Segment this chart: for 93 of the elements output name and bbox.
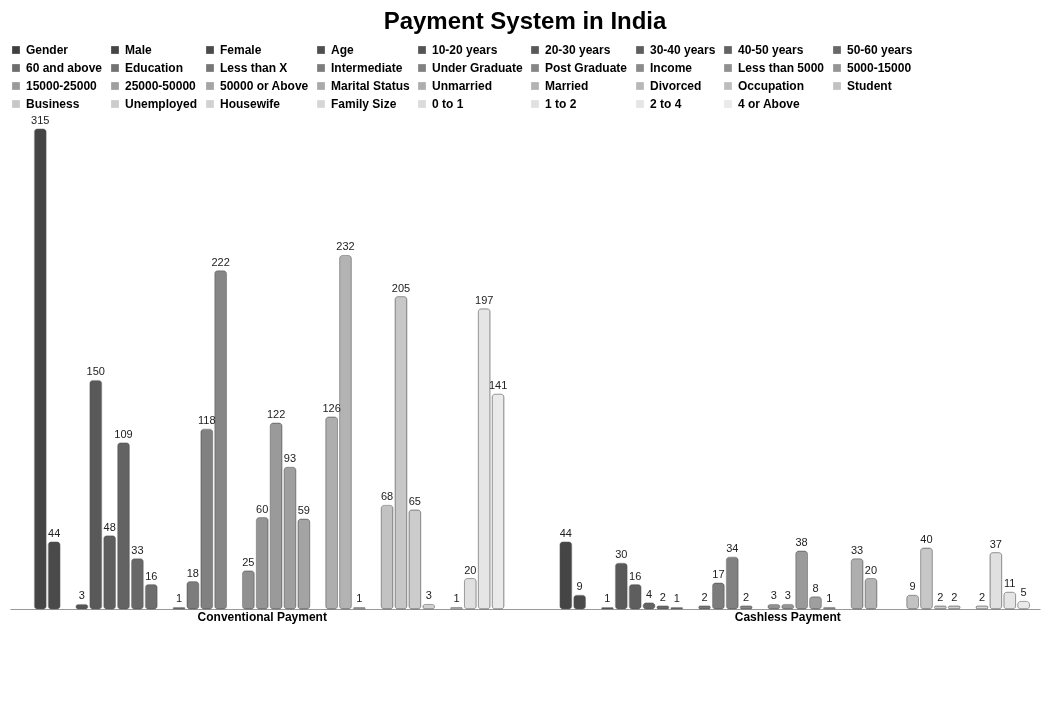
data-label: 68 [380, 490, 394, 503]
data-label: 1 [673, 592, 680, 605]
data-label: 118 [197, 414, 216, 427]
legend-label: Education [125, 61, 184, 75]
data-label: 33 [850, 543, 864, 556]
legend-label: 4 or Above [738, 97, 800, 111]
data-label: 232 [336, 240, 355, 253]
data-label: 222 [211, 255, 230, 268]
legend-label: 10-20 years [432, 43, 498, 57]
data-label: 5 [1020, 586, 1027, 599]
data-label: 17 [712, 568, 725, 581]
data-label: 38 [795, 536, 808, 549]
data-label: 2 [978, 590, 986, 603]
data-label: 20 [464, 563, 477, 576]
legend-label: 1 to 2 [545, 97, 577, 111]
data-label: 197 [475, 293, 494, 306]
legend-label: Business [26, 97, 80, 111]
legend-label: 20-30 years [545, 43, 611, 57]
data-label: 60 [256, 502, 269, 515]
data-label: 34 [726, 542, 739, 555]
data-label: 1 [826, 592, 833, 605]
legend-label: Male [125, 43, 152, 57]
legend-label: 5000-15000 [847, 61, 912, 75]
data-label: 126 [322, 402, 341, 414]
data-label: 1 [356, 592, 363, 605]
legend-label: Housewife [220, 97, 281, 111]
legend-label: Married [545, 79, 589, 93]
legend-label: 50-60 years [847, 43, 913, 57]
x-tick-label: Cashless Payment [734, 609, 841, 624]
data-label: 315 [31, 114, 50, 126]
legend-label: Gender [26, 43, 69, 57]
legend-label: Student [847, 79, 892, 93]
legend-label: Divorced [650, 79, 702, 93]
data-label: 122 [266, 408, 286, 421]
legend-label: 25000-50000 [125, 79, 197, 93]
data-label: 8 [812, 581, 819, 594]
data-label: 37 [989, 537, 1002, 550]
legend-label: Occupation [738, 79, 805, 93]
data-label: 16 [629, 569, 642, 582]
data-label: 3 [78, 589, 85, 602]
data-label: 93 [283, 452, 297, 465]
data-label: 2 [937, 590, 944, 603]
data-label: 25 [242, 555, 255, 568]
legend-label: Less than X [220, 61, 288, 75]
legend-label: Intermediate [331, 61, 403, 75]
legend-label: 50000 or Above [220, 79, 309, 93]
legend-label: 60 and above [26, 61, 103, 75]
data-label: 59 [297, 504, 310, 517]
data-label: 20 [864, 563, 878, 576]
legend-label: Family Size [331, 97, 397, 111]
data-label: 48 [103, 520, 116, 533]
data-label: 2 [659, 590, 666, 603]
data-label: 9 [909, 580, 916, 593]
data-label: 4 [645, 587, 653, 600]
data-label: 3 [425, 589, 432, 602]
data-label: 3 [784, 589, 791, 602]
data-label: 205 [391, 281, 411, 294]
legend-label: 0 to 1 [432, 97, 464, 111]
legend-label: Female [220, 43, 262, 57]
data-label: 2 [743, 590, 750, 603]
data-label: 9 [576, 580, 583, 593]
data-label: 109 [114, 427, 133, 440]
legend-label: 2 to 4 [650, 97, 682, 111]
data-label: 44 [559, 526, 572, 539]
data-label: 3 [770, 589, 777, 602]
data-label: 1 [453, 592, 460, 605]
data-label: 65 [408, 494, 421, 507]
data-label: 40 [920, 533, 933, 546]
legend-label: Less than 5000 [738, 61, 825, 75]
data-label: 2 [701, 590, 708, 603]
data-label: 44 [48, 526, 61, 539]
legend-label: Under Graduate [432, 61, 524, 75]
x-tick-label: Conventional Payment [197, 609, 327, 624]
data-label: 141 [488, 379, 508, 392]
legend-label: Age [331, 43, 354, 57]
legend-label: Income [650, 61, 693, 75]
chart-title: Payment System in India [383, 7, 668, 34]
data-label: 18 [186, 566, 200, 579]
legend-label: Unmarried [432, 79, 493, 93]
data-label: 2 [951, 590, 958, 603]
data-label: 150 [86, 365, 105, 378]
legend-label: Marital Status [331, 79, 411, 93]
legend-label: 30-40 years [650, 43, 716, 57]
data-label: 1 [175, 592, 183, 605]
legend-label: Post Graduate [545, 61, 628, 75]
legend-label: 15000-25000 [26, 79, 98, 93]
legend-label: 40-50 years [738, 43, 804, 57]
data-label: 11 [1004, 577, 1016, 590]
legend-label: Unemployed [125, 97, 198, 111]
data-label: 33 [131, 543, 144, 556]
data-label: 1 [604, 592, 611, 605]
data-label: 16 [145, 569, 158, 582]
data-label: 30 [615, 548, 628, 561]
